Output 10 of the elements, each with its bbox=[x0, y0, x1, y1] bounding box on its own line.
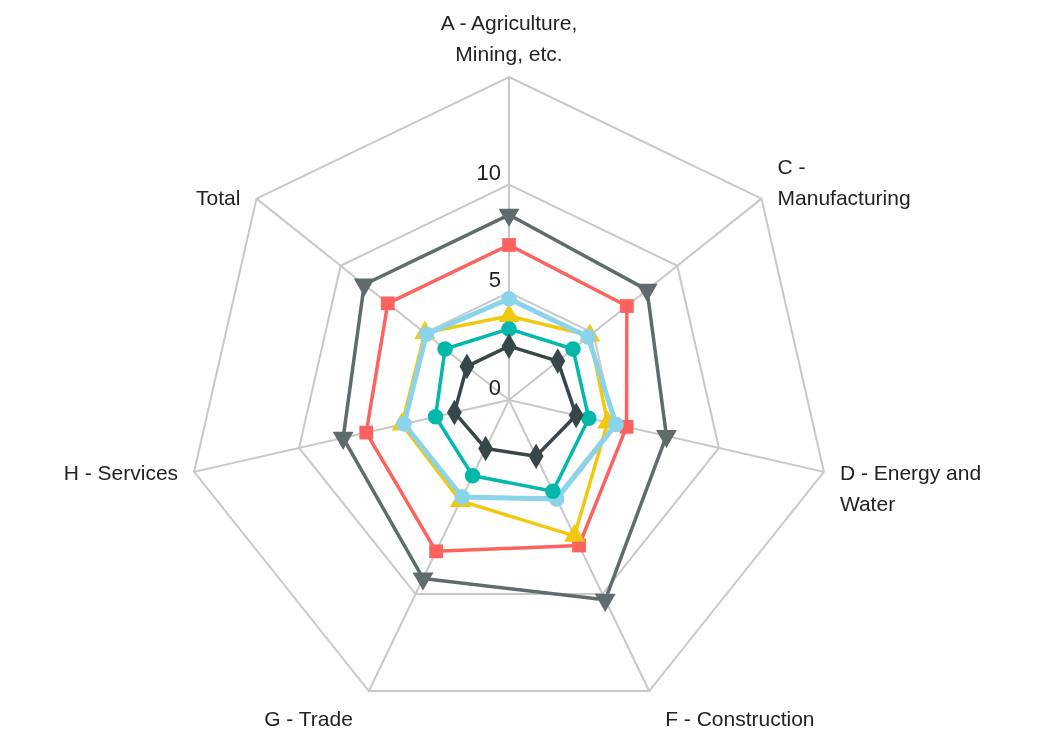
spoke-label: H - Services bbox=[63, 460, 179, 484]
y-tick-label: 0 bbox=[488, 375, 501, 400]
spoke-label: Total bbox=[196, 185, 241, 209]
spoke-label: D - Energy and Water bbox=[839, 460, 982, 515]
y-tick-label: 10 bbox=[476, 159, 501, 185]
y-tick-label: 5 bbox=[488, 267, 501, 293]
spoke-label: A - Agriculture, Mining, etc. bbox=[440, 11, 578, 65]
spoke-label: G - Trade bbox=[264, 707, 353, 731]
spoke-label: C - Manufacturing bbox=[777, 154, 911, 209]
spoke-label: F - Construction bbox=[665, 707, 815, 731]
